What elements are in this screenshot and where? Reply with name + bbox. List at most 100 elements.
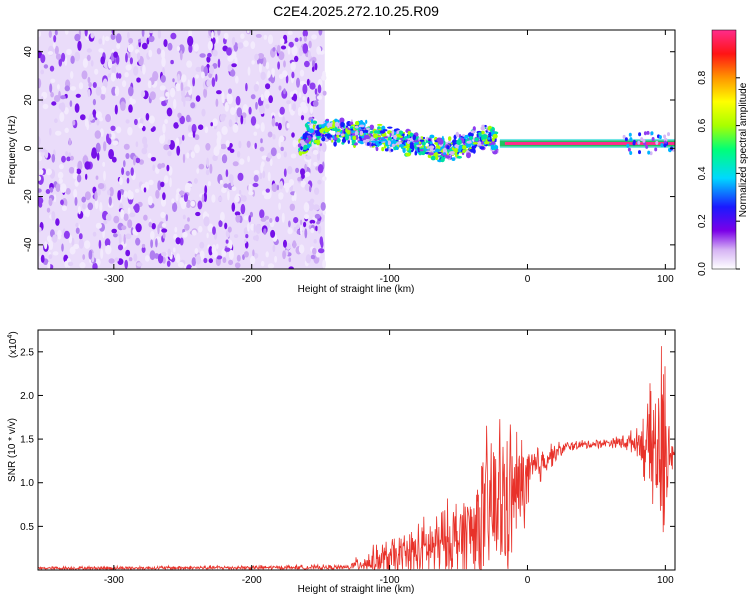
noise-blob <box>141 246 146 254</box>
noise-blob <box>55 53 62 60</box>
noise-blob <box>86 122 89 131</box>
noise-blob <box>317 95 323 100</box>
noise-blob <box>264 215 270 220</box>
noise-blob <box>95 142 101 153</box>
noise-blob <box>78 233 83 240</box>
noise-blob <box>309 82 316 90</box>
noise-blob <box>121 167 125 176</box>
noise-blob <box>278 85 282 91</box>
noise-blob <box>65 151 69 157</box>
noise-blob <box>255 33 262 38</box>
noise-blob <box>125 170 130 177</box>
noise-blob <box>117 190 122 201</box>
noise-blob <box>45 168 53 176</box>
noise-blob <box>73 243 80 250</box>
noise-blob <box>313 161 318 167</box>
noise-blob <box>99 202 103 212</box>
noise-blob <box>248 183 253 193</box>
noise-blob <box>275 216 280 223</box>
noise-blob <box>164 119 169 124</box>
noise-blob <box>113 233 118 238</box>
signal-blob <box>336 138 341 143</box>
spectrogram-x-tick-label: -200 <box>242 274 262 285</box>
noise-blob <box>38 31 42 37</box>
noise-blob <box>283 60 286 68</box>
noise-blob <box>276 152 281 160</box>
signal-blob <box>312 120 318 125</box>
carrier-blob <box>650 131 654 136</box>
noise-blob <box>303 202 310 213</box>
noise-blob <box>49 83 53 93</box>
noise-blob <box>220 211 225 222</box>
noise-blob <box>283 88 286 95</box>
noise-blob <box>282 116 286 127</box>
noise-blob <box>141 243 146 248</box>
noise-blob <box>74 166 77 176</box>
noise-blob <box>311 66 315 72</box>
noise-blob <box>124 259 128 269</box>
noise-blob <box>293 217 299 224</box>
noise-blob <box>74 51 81 62</box>
signal-blob <box>490 128 493 133</box>
signal-blob <box>481 136 484 141</box>
noise-blob <box>105 213 112 222</box>
noise-blob <box>150 157 156 162</box>
noise-blob <box>293 226 297 232</box>
noise-blob <box>220 113 227 119</box>
noise-blob <box>316 46 322 55</box>
noise-blob <box>291 195 295 202</box>
noise-blob <box>54 45 59 55</box>
noise-blob <box>50 78 56 84</box>
noise-blob <box>160 181 165 188</box>
noise-blob <box>88 82 92 88</box>
noise-blob <box>161 56 166 68</box>
signal-blob <box>457 148 462 153</box>
noise-blob <box>148 115 155 124</box>
noise-blob <box>318 145 322 152</box>
noise-blob <box>175 253 181 263</box>
noise-blob <box>295 167 300 173</box>
signal-blob <box>451 147 455 151</box>
noise-blob <box>217 196 223 202</box>
noise-blob <box>204 185 208 195</box>
noise-blob <box>92 82 97 88</box>
snr-y-tick-label: 2.5 <box>20 347 34 358</box>
noise-blob <box>234 262 241 269</box>
noise-blob <box>87 202 94 211</box>
noise-blob <box>320 202 326 211</box>
noise-blob <box>222 257 227 264</box>
noise-blob <box>305 254 312 264</box>
noise-blob <box>255 234 259 242</box>
signal-blob <box>396 137 401 141</box>
signal-blob <box>349 121 354 126</box>
noise-blob <box>196 168 200 174</box>
noise-blob <box>107 189 111 196</box>
noise-blob <box>231 186 237 192</box>
signal-blob <box>377 123 383 126</box>
signal-blob <box>377 126 381 129</box>
noise-blob <box>236 151 241 158</box>
noise-blob <box>148 49 153 58</box>
carrier-blob <box>646 130 650 135</box>
noise-blob <box>317 179 322 185</box>
noise-blob <box>309 198 315 204</box>
noise-blob <box>152 126 156 132</box>
colorbar-tick-label: 0.2 <box>697 214 708 228</box>
noise-blob <box>272 69 275 78</box>
noise-blob <box>98 38 103 45</box>
signal-blob <box>447 140 451 144</box>
noise-blob <box>271 117 276 127</box>
noise-blob <box>234 211 241 216</box>
noise-blob <box>272 47 276 52</box>
noise-blob <box>63 230 70 239</box>
noise-blob <box>174 226 178 233</box>
noise-blob <box>187 35 194 47</box>
noise-blob <box>191 257 196 267</box>
noise-blob <box>307 50 312 61</box>
signal-blob <box>365 119 368 124</box>
noise-blob <box>148 221 153 228</box>
noise-blob <box>136 52 141 61</box>
noise-blob <box>169 177 172 188</box>
signal-blob <box>419 149 424 152</box>
noise-blob <box>322 259 326 269</box>
